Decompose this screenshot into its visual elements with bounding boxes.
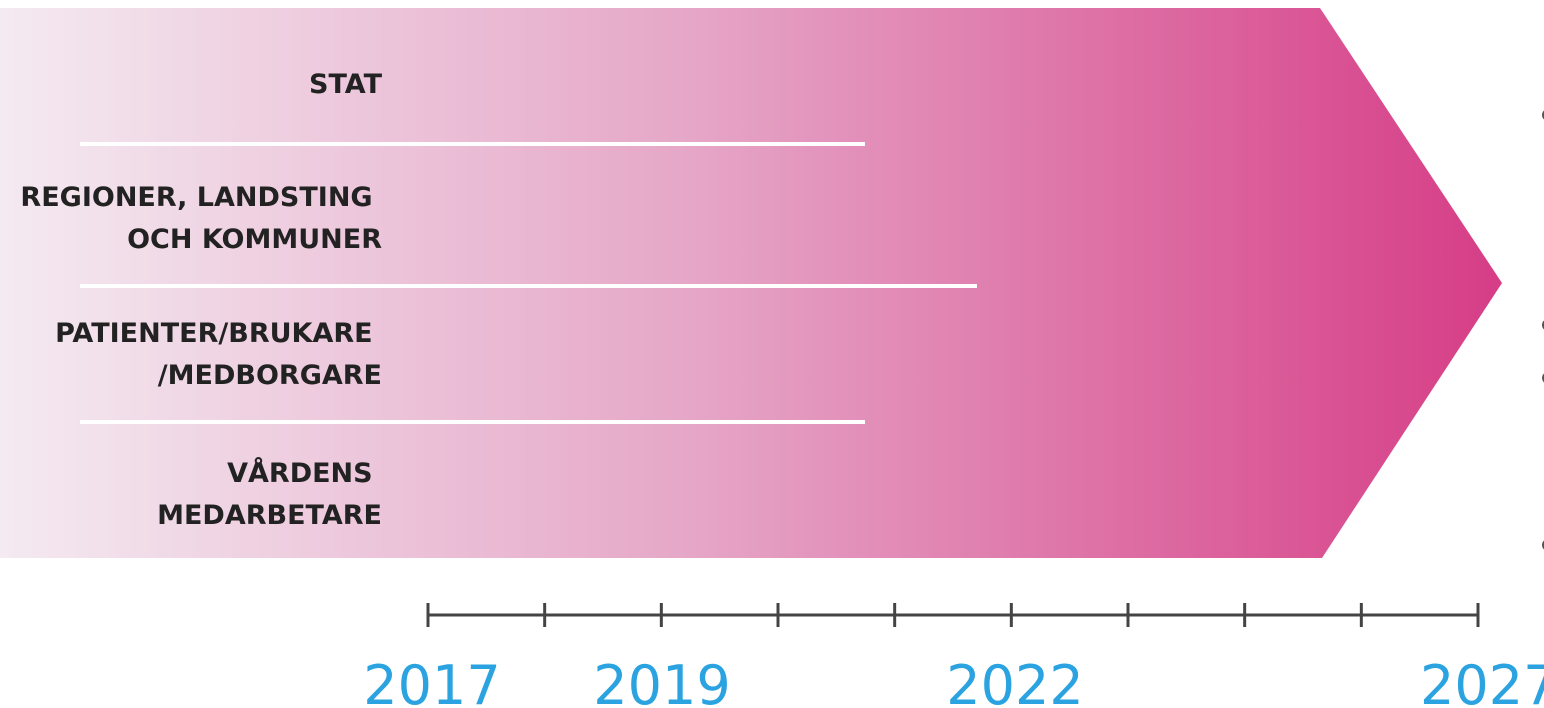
lane-label-vardens-line2: MEDARBETARE	[157, 500, 382, 531]
svg-text:PATIENTER/BRUKARE /MEDBORG: PATIENTER/BRUKARE /MEDBORGARE	[55, 318, 382, 391]
lane-label-vardens-line1: VÅRDENS	[227, 457, 372, 489]
year-label-2019: 2019	[593, 654, 730, 708]
lane-label-patienter-line2: /MEDBORGARE	[158, 360, 382, 391]
arrow-shape	[0, 8, 1502, 558]
lane-label-stat: STAT	[309, 69, 383, 100]
lane-label-regioner-line1: REGIONER, LANDSTING	[20, 182, 372, 213]
lane-label-patienter-line1: PATIENTER/BRUKARE	[55, 318, 372, 349]
year-label-2027: 2027	[1420, 654, 1544, 708]
svg-text:REGIONER, LANDSTING OCH KO: REGIONER, LANDSTING OCH KOMMUNER	[20, 182, 382, 255]
year-label-2017: 2017	[363, 654, 500, 708]
lane-label-regioner-line2: OCH KOMMUNER	[127, 224, 382, 255]
svg-text:VÅRDENS MEDARBETARE: VÅRDENS MEDARBETARE	[157, 457, 382, 531]
timeline-axis	[426, 603, 1480, 627]
year-label-2022: 2022	[946, 654, 1083, 708]
svg-text:STAT: STAT	[309, 69, 383, 100]
